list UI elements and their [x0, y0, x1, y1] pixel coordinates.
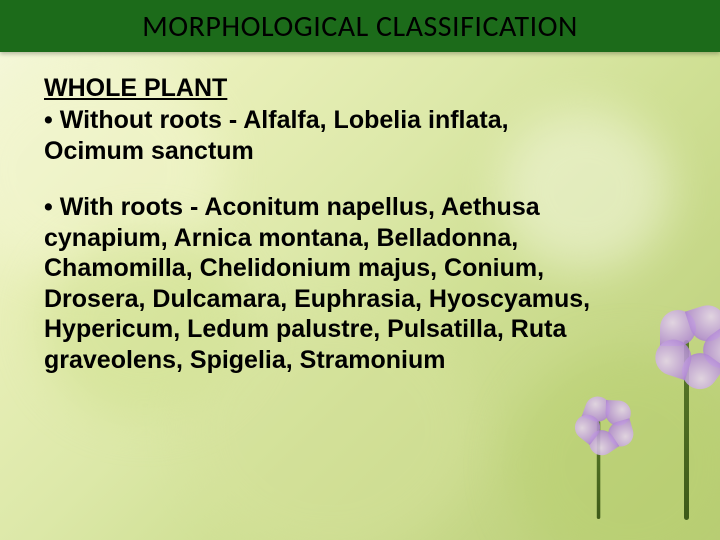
section-heading: WHOLE PLANT: [44, 74, 676, 103]
entry-separator: -: [222, 106, 243, 134]
slide: MORPHOLOGICAL CLASSIFICATION WHOLE PLANT…: [0, 0, 720, 540]
entry-separator: -: [183, 193, 204, 221]
entry-lead: With roots: [60, 193, 183, 221]
bullet-entry-with-roots: • With roots - Aconitum napellus, Aethus…: [44, 192, 604, 375]
slide-body: WHOLE PLANT • Without roots - Alfalfa, L…: [0, 52, 720, 375]
entry-lead: Without roots: [60, 106, 222, 134]
bullet-icon: •: [44, 193, 53, 221]
bullet-entry-without-roots: • Without roots - Alfalfa, Lobelia infla…: [44, 105, 604, 166]
spacer: [44, 166, 676, 192]
bullet-icon: •: [44, 106, 53, 134]
header-bar: MORPHOLOGICAL CLASSIFICATION: [0, 0, 720, 52]
bg-blob: [510, 350, 720, 540]
slide-title: MORPHOLOGICAL CLASSIFICATION: [142, 8, 578, 45]
